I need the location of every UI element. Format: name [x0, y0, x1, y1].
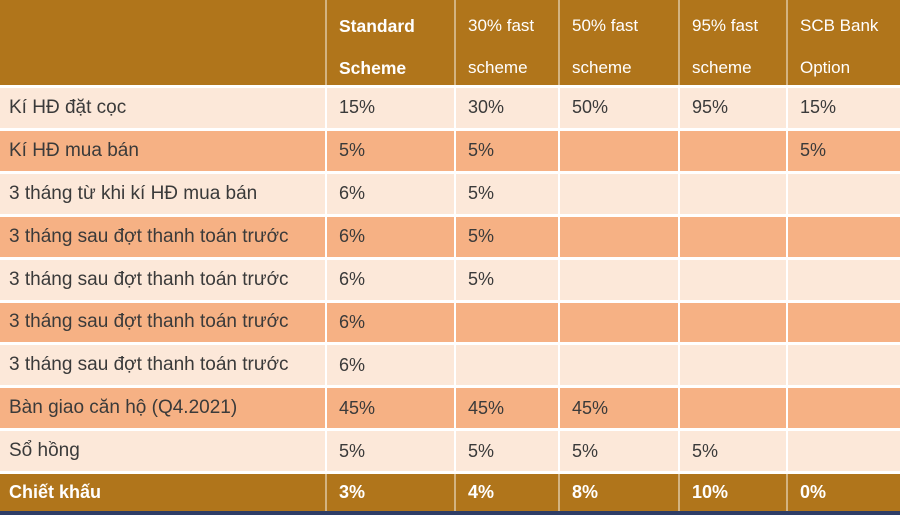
table-row: 3 tháng sau đợt thanh toán trước 6%: [0, 302, 900, 346]
cell-value: 6%: [327, 173, 456, 214]
cell-value: [680, 259, 788, 300]
row-label: 3 tháng sau đợt thanh toán trước: [0, 259, 327, 300]
table-row: Sổ hồng 5% 5% 5% 5%: [0, 431, 900, 475]
header-cell-standard-scheme: Standard Scheme: [327, 0, 456, 85]
cell-value: [680, 173, 788, 214]
table-header-row: Standard Scheme 30% fast scheme 50% fast…: [0, 0, 900, 88]
cell-value: [456, 345, 560, 386]
cell-value: [560, 302, 680, 343]
table-row: Kí HĐ mua bán 5% 5% 5%: [0, 130, 900, 174]
cell-value: 5%: [456, 431, 560, 472]
cell-value: 45%: [456, 388, 560, 429]
cell-value: [788, 345, 900, 385]
cell-value: 30%: [456, 88, 560, 128]
cell-value: [560, 173, 680, 214]
cell-value: 5%: [680, 431, 788, 472]
cell-value: 5%: [327, 130, 456, 171]
header-cell-50-fast-scheme: 50% fast scheme: [560, 0, 680, 85]
cell-value: 5%: [456, 259, 560, 300]
cell-value: [788, 174, 900, 214]
cell-value: 15%: [327, 88, 456, 128]
header-cell-milestone: [0, 0, 327, 85]
cell-value: 50%: [560, 88, 680, 128]
row-label: Kí HĐ mua bán: [0, 130, 327, 171]
row-label: Sổ hồng: [0, 431, 327, 472]
row-label: Bàn giao căn hộ (Q4.2021): [0, 388, 327, 429]
cell-value: [680, 130, 788, 171]
row-label: 3 tháng sau đợt thanh toán trước: [0, 345, 327, 386]
table-row: Bàn giao căn hộ (Q4.2021) 45% 45% 45%: [0, 388, 900, 432]
cell-value: [560, 259, 680, 300]
header-cell-95-fast-scheme: 95% fast scheme: [680, 0, 788, 85]
cell-value: 5%: [456, 216, 560, 257]
cell-value: 5%: [456, 173, 560, 214]
cell-value: [560, 345, 680, 386]
cell-value: 45%: [560, 388, 680, 429]
cell-value: 6%: [327, 302, 456, 343]
table-row: 3 tháng sau đợt thanh toán trước 6%: [0, 345, 900, 389]
cell-value: 6%: [327, 216, 456, 257]
cell-value: 6%: [327, 345, 456, 386]
row-label: Kí HĐ đặt cọc: [0, 88, 327, 128]
cell-value: 95%: [680, 88, 788, 128]
cell-value: 45%: [327, 388, 456, 429]
table-row: 3 tháng từ khi kí HĐ mua bán 6% 5%: [0, 173, 900, 217]
table-row: 3 tháng sau đợt thanh toán trước 6% 5%: [0, 259, 900, 303]
cell-value: 4%: [456, 474, 560, 512]
cell-value: [788, 431, 900, 471]
row-label: 3 tháng sau đợt thanh toán trước: [0, 216, 327, 257]
cell-value: [680, 302, 788, 343]
cell-value: 5%: [456, 130, 560, 171]
cell-value: [560, 130, 680, 171]
bottom-accent-line: [0, 511, 900, 515]
cell-value: [680, 345, 788, 386]
table-footer-row-discount: Chiết khấu 3% 4% 8% 10% 0%: [0, 474, 900, 512]
cell-value: [788, 217, 900, 257]
row-label: 3 tháng sau đợt thanh toán trước: [0, 302, 327, 343]
cell-value: [788, 388, 900, 428]
table-row: Kí HĐ đặt cọc 15% 30% 50% 95% 15%: [0, 88, 900, 131]
cell-value: [680, 388, 788, 429]
cell-value: 15%: [800, 97, 837, 118]
cell-value: [560, 216, 680, 257]
header-cell-30-fast-scheme: 30% fast scheme: [456, 0, 560, 85]
header-cell-scb-bank-option: SCB Bank Option: [800, 16, 879, 77]
cell-value: [788, 260, 900, 300]
cell-value: 6%: [327, 259, 456, 300]
cell-value: 0%: [800, 482, 827, 503]
cell-value: 10%: [680, 474, 788, 512]
cell-value: [788, 303, 900, 343]
cell-value: 5%: [800, 140, 827, 161]
table-row: 3 tháng sau đợt thanh toán trước 6% 5%: [0, 216, 900, 260]
cell-value: 5%: [560, 431, 680, 472]
row-label: 3 tháng từ khi kí HĐ mua bán: [0, 173, 327, 214]
cell-value: 5%: [327, 431, 456, 472]
row-label: Chiết khấu: [0, 474, 327, 512]
cell-value: [680, 216, 788, 257]
cell-value: 8%: [560, 474, 680, 512]
cell-value: [456, 302, 560, 343]
cell-value: 3%: [327, 474, 456, 512]
